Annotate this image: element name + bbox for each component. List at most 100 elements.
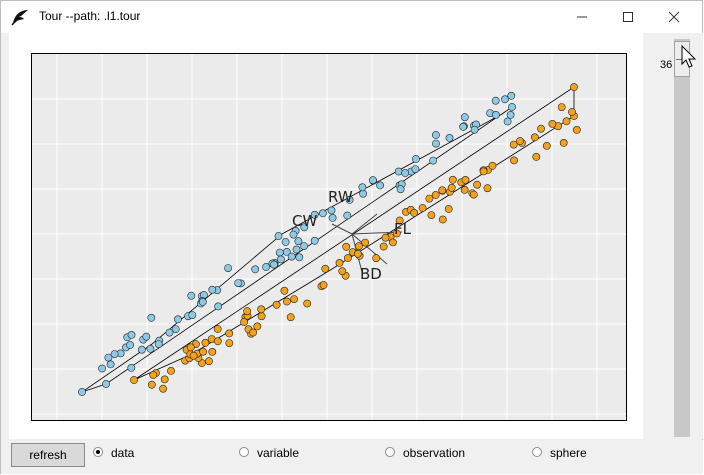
- data-point-group1: [275, 248, 284, 257]
- data-point-group1: [110, 350, 119, 358]
- data-point-group1: [295, 253, 304, 262]
- data-point-group1: [106, 360, 115, 369]
- data-point-group2: [286, 313, 295, 322]
- data-point-group2: [530, 133, 539, 142]
- minimize-icon: [577, 16, 587, 18]
- data-point-group1: [214, 302, 223, 311]
- radio-variable-indicator[interactable]: [239, 447, 249, 457]
- data-point-group2: [473, 180, 481, 189]
- axis-label: RW: [328, 188, 353, 206]
- data-point-group2: [572, 126, 581, 134]
- data-point-group1: [292, 245, 301, 254]
- data-point-group2: [418, 204, 427, 212]
- tour-plot[interactable]: BD RW CW FL: [31, 53, 627, 421]
- radio-data-indicator[interactable]: [93, 447, 103, 457]
- data-point-group2: [361, 238, 370, 247]
- data-point-group1: [262, 263, 270, 271]
- plot-panel: BD RW CW FL: [9, 33, 643, 439]
- data-point-group2: [410, 208, 419, 217]
- data-point-group2: [532, 153, 541, 161]
- data-point-group1: [300, 223, 309, 232]
- data-point-group2: [425, 194, 434, 203]
- data-point-group2: [280, 286, 289, 295]
- data-point-group1: [506, 111, 515, 119]
- close-button[interactable]: [651, 1, 697, 33]
- maximize-icon: [623, 12, 633, 22]
- data-point-group2: [147, 380, 156, 389]
- data-point-group2: [537, 124, 545, 133]
- data-point-group2: [509, 140, 518, 149]
- data-point-group1: [401, 169, 410, 177]
- data-point-group2: [448, 175, 457, 184]
- refresh-button[interactable]: refresh: [11, 443, 85, 467]
- data-point-group2: [469, 190, 478, 199]
- data-point-group2: [568, 108, 576, 116]
- data-point-group1: [300, 242, 308, 250]
- data-point-group1: [287, 252, 296, 261]
- data-point-group2: [479, 167, 488, 176]
- speed-slider-track[interactable]: [674, 39, 690, 437]
- minimize-button[interactable]: [559, 1, 605, 33]
- data-point-group2: [381, 233, 390, 242]
- data-point-group2: [510, 156, 518, 165]
- tour-plot-canvas: BD RW CW FL: [32, 54, 626, 420]
- data-point-group1: [127, 330, 136, 339]
- data-point-group1: [328, 213, 337, 222]
- data-point-group2: [379, 242, 388, 251]
- data-point-group2: [213, 337, 222, 346]
- data-point-group1: [270, 260, 278, 269]
- maximize-button[interactable]: [605, 1, 651, 33]
- axis-label: CW: [292, 212, 317, 230]
- data-point-group1: [187, 291, 196, 300]
- data-point-group1: [171, 325, 180, 333]
- data-point-group1: [310, 236, 319, 245]
- radio-observation-indicator[interactable]: [385, 447, 395, 457]
- data-point-group2: [149, 371, 158, 379]
- slider-value: 36: [660, 59, 673, 71]
- axis-label: BD: [360, 265, 382, 283]
- data-point-group2: [282, 297, 291, 306]
- data-point-group1: [491, 96, 500, 105]
- data-point-group2: [438, 215, 447, 224]
- data-point-group2: [208, 347, 217, 356]
- data-point-group2: [548, 120, 557, 128]
- data-point-group2: [199, 347, 207, 356]
- data-point-group1: [368, 176, 377, 185]
- data-point-group2: [159, 384, 168, 393]
- data-point-group1: [431, 131, 440, 139]
- data-point-group2: [542, 142, 551, 150]
- data-point-group2: [243, 307, 252, 316]
- data-point-group2: [303, 299, 312, 308]
- data-point-group2: [559, 139, 568, 147]
- data-point-group2: [427, 211, 436, 219]
- data-point-group1: [78, 388, 86, 396]
- data-point-group1: [98, 364, 106, 373]
- data-point-group2: [438, 186, 447, 195]
- data-point-group1: [411, 155, 420, 163]
- data-point-group2: [167, 366, 175, 375]
- data-point-group2: [130, 376, 138, 384]
- data-point-group1: [294, 237, 303, 246]
- data-point-group1: [126, 341, 134, 349]
- data-point-group1: [470, 125, 479, 134]
- data-point-group1: [289, 230, 298, 239]
- radio-variable-label: variable: [257, 446, 300, 460]
- data-point-group1: [173, 315, 182, 324]
- data-point-group1: [491, 111, 500, 119]
- radio-sphere-indicator[interactable]: [532, 447, 542, 457]
- radio-observation-label: observation: [403, 446, 466, 460]
- data-point-group1: [127, 363, 136, 372]
- data-point-group2: [253, 322, 262, 331]
- data-point-group1: [310, 210, 319, 219]
- data-point-group1: [445, 134, 454, 142]
- data-point-group2: [562, 117, 571, 126]
- title-bar: Tour --path: .l1.tour: [1, 1, 702, 33]
- data-point-group2: [272, 300, 281, 309]
- data-point-group2: [257, 312, 266, 321]
- data-point-group1: [198, 297, 207, 306]
- data-point-group1: [274, 232, 283, 240]
- data-point-group1: [507, 91, 516, 100]
- data-point-group1: [345, 195, 354, 204]
- data-point-group2: [461, 176, 470, 184]
